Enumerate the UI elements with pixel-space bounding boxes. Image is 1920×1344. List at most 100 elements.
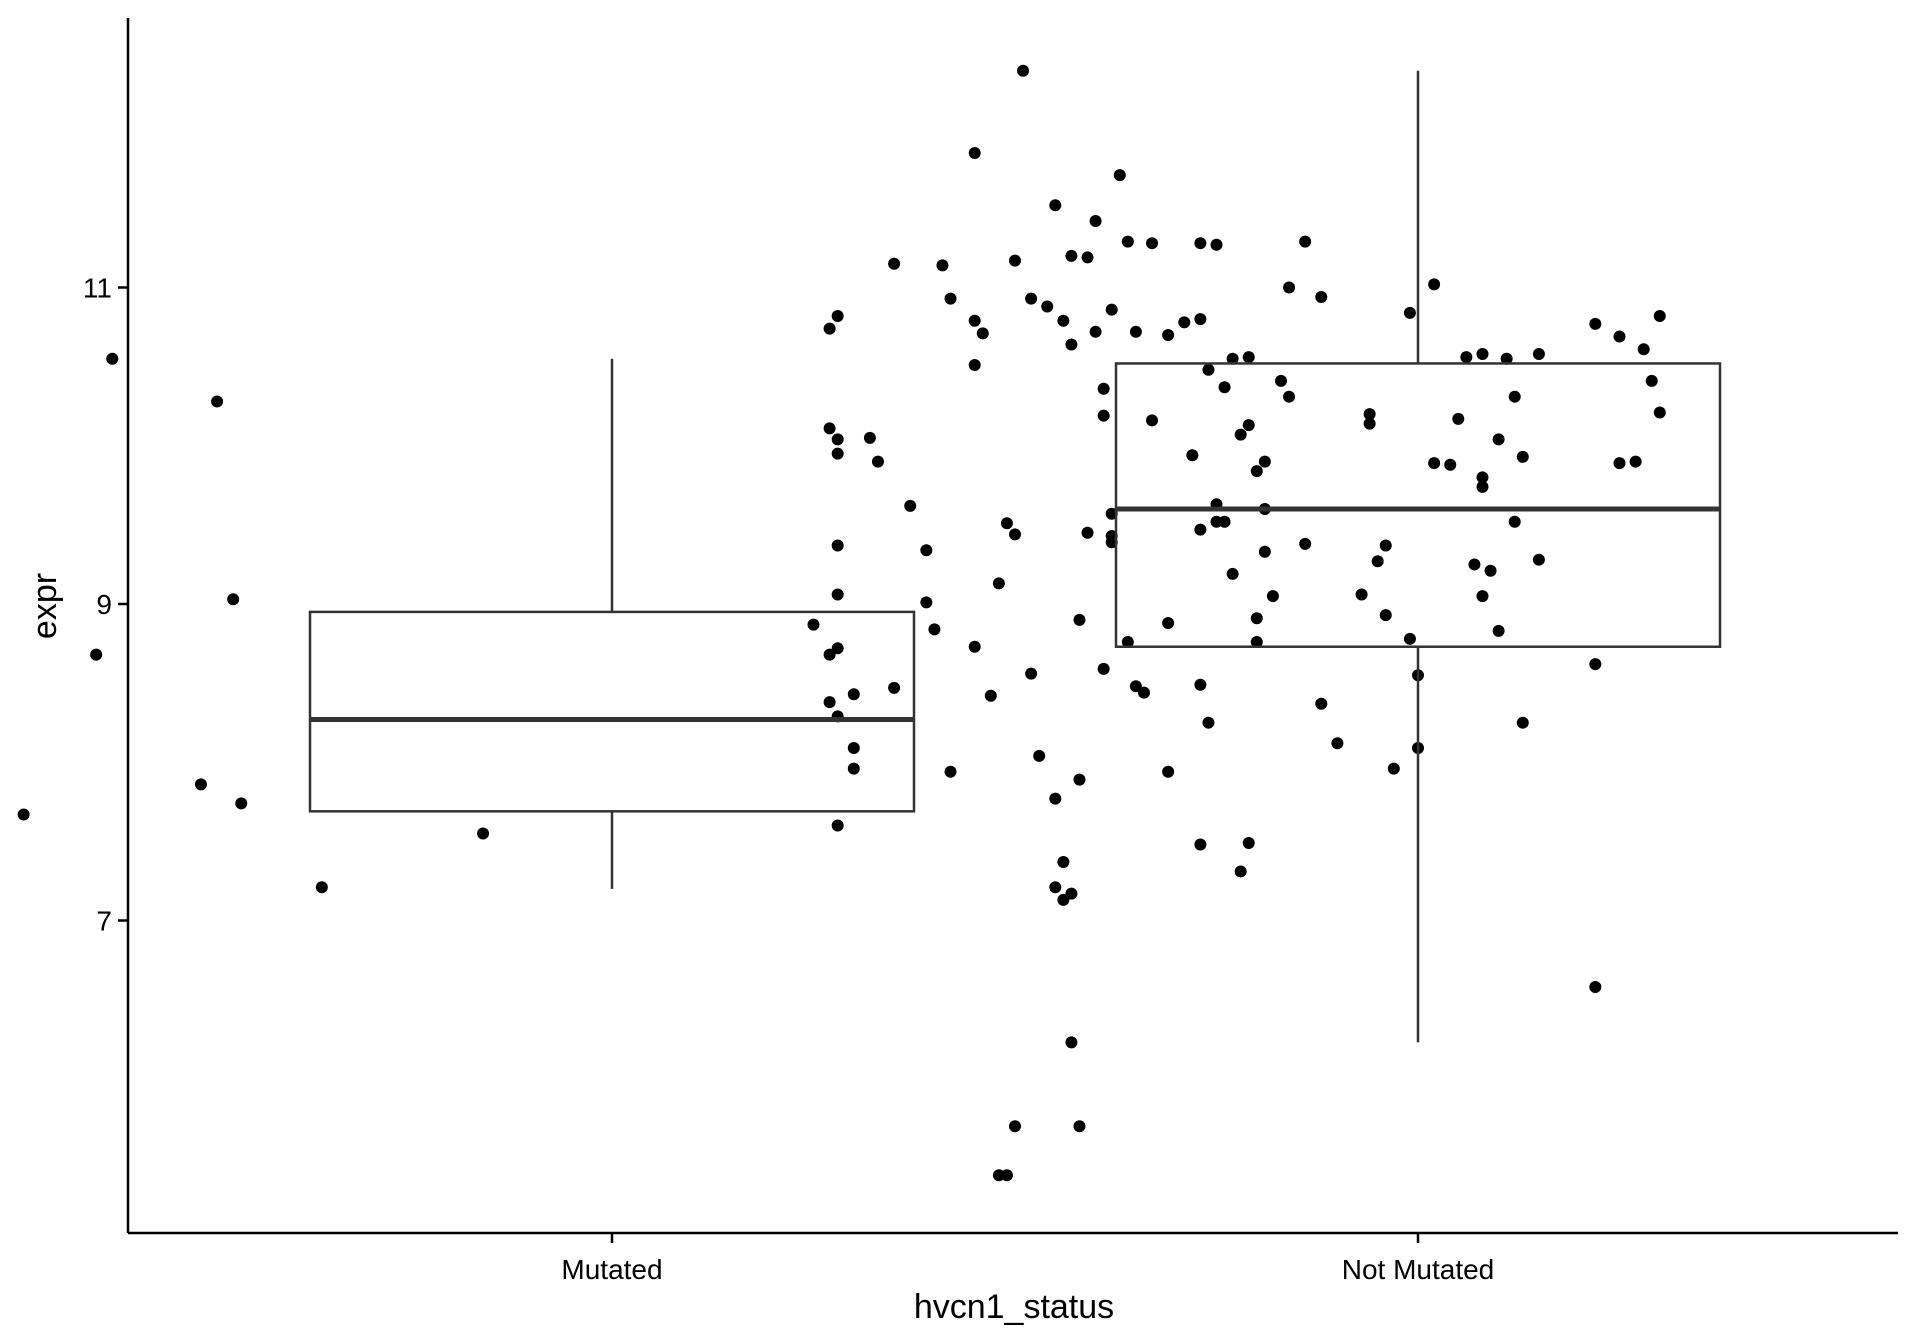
data-point (1242, 836, 1255, 849)
data-point (1492, 433, 1505, 446)
data-point (1629, 455, 1642, 468)
data-point (1057, 893, 1070, 906)
data-point (1460, 351, 1473, 364)
data-point (235, 797, 248, 810)
data-point (847, 762, 860, 775)
data-point (1009, 1120, 1021, 1133)
data-point (1073, 613, 1086, 626)
data-point (1428, 457, 1441, 470)
data-point (888, 681, 901, 694)
data-point (1331, 737, 1344, 750)
data-point (1452, 412, 1465, 425)
data-point (871, 455, 884, 468)
data-point (1017, 64, 1030, 77)
y-tick-label: 9 (96, 589, 112, 620)
data-point (1097, 662, 1110, 675)
data-point (944, 292, 957, 305)
data-point (944, 765, 957, 778)
data-point (984, 689, 997, 702)
data-point (1355, 588, 1368, 601)
data-point (1194, 237, 1207, 250)
y-axis-title: expr (26, 573, 64, 639)
data-point (1113, 169, 1126, 182)
data-point (1073, 773, 1086, 786)
data-point (1049, 792, 1062, 805)
data-point (1653, 406, 1666, 419)
data-point (1129, 680, 1142, 693)
data-point (211, 395, 224, 408)
data-point (1129, 325, 1142, 338)
data-point (1532, 347, 1545, 360)
data-point (1476, 471, 1489, 484)
data-point (1105, 529, 1118, 542)
x-axis-title: hvcn1_status (914, 1288, 1114, 1326)
data-point (888, 257, 901, 270)
data-point (1403, 632, 1416, 645)
data-point (1387, 762, 1400, 775)
data-point (1299, 537, 1312, 550)
data-point (106, 352, 119, 365)
data-point (315, 881, 328, 894)
data-point (1065, 249, 1078, 262)
data-point (1025, 292, 1038, 305)
data-point (904, 499, 917, 512)
data-point (1242, 351, 1255, 364)
data-point (1202, 716, 1215, 729)
data-point (831, 588, 844, 601)
data-point (17, 808, 30, 821)
data-point (1234, 428, 1247, 441)
data-point (1226, 352, 1239, 365)
data-point (1049, 199, 1062, 212)
data-point (1258, 455, 1271, 468)
data-point (1476, 590, 1489, 603)
data-point (1025, 667, 1038, 680)
data-point (1065, 887, 1078, 900)
data-point (227, 593, 240, 606)
data-point (1065, 1036, 1078, 1049)
data-point (1476, 347, 1489, 360)
data-point (1073, 1120, 1086, 1133)
data-point (1089, 325, 1102, 338)
data-point (968, 314, 981, 327)
data-point (1226, 567, 1239, 580)
data-point (1000, 517, 1013, 530)
data-point (1009, 254, 1021, 267)
data-point (1653, 309, 1666, 322)
data-point (831, 539, 844, 552)
data-point (1218, 515, 1231, 528)
data-point (1516, 450, 1529, 463)
data-point (1468, 558, 1481, 571)
data-point (1315, 697, 1328, 710)
data-point (1105, 507, 1118, 520)
data-point (847, 742, 860, 755)
data-point (1089, 215, 1102, 228)
data-point (1379, 539, 1392, 552)
data-point (1146, 414, 1159, 427)
data-point (1274, 374, 1287, 387)
box-iqr (308, 610, 916, 813)
data-point (1250, 612, 1263, 625)
data-point (1194, 313, 1207, 326)
data-point (1508, 515, 1521, 528)
data-point (1589, 980, 1602, 993)
data-point (1186, 449, 1199, 462)
data-point (992, 577, 1005, 590)
data-point (1194, 523, 1207, 536)
data-point (1371, 555, 1384, 568)
data-point (1121, 635, 1134, 648)
axes-layer (126, 18, 1898, 1235)
data-point (1218, 381, 1231, 394)
data-point (1049, 881, 1062, 894)
data-point (1105, 303, 1118, 316)
data-point (1097, 382, 1110, 395)
data-point (1363, 417, 1376, 430)
data-point (1081, 251, 1094, 264)
data-point (823, 422, 836, 435)
data-point (1009, 528, 1021, 541)
data-point (1146, 237, 1159, 250)
data-point (920, 596, 933, 609)
data-point (1613, 457, 1626, 470)
data-point (1162, 616, 1175, 629)
data-point (90, 648, 103, 661)
